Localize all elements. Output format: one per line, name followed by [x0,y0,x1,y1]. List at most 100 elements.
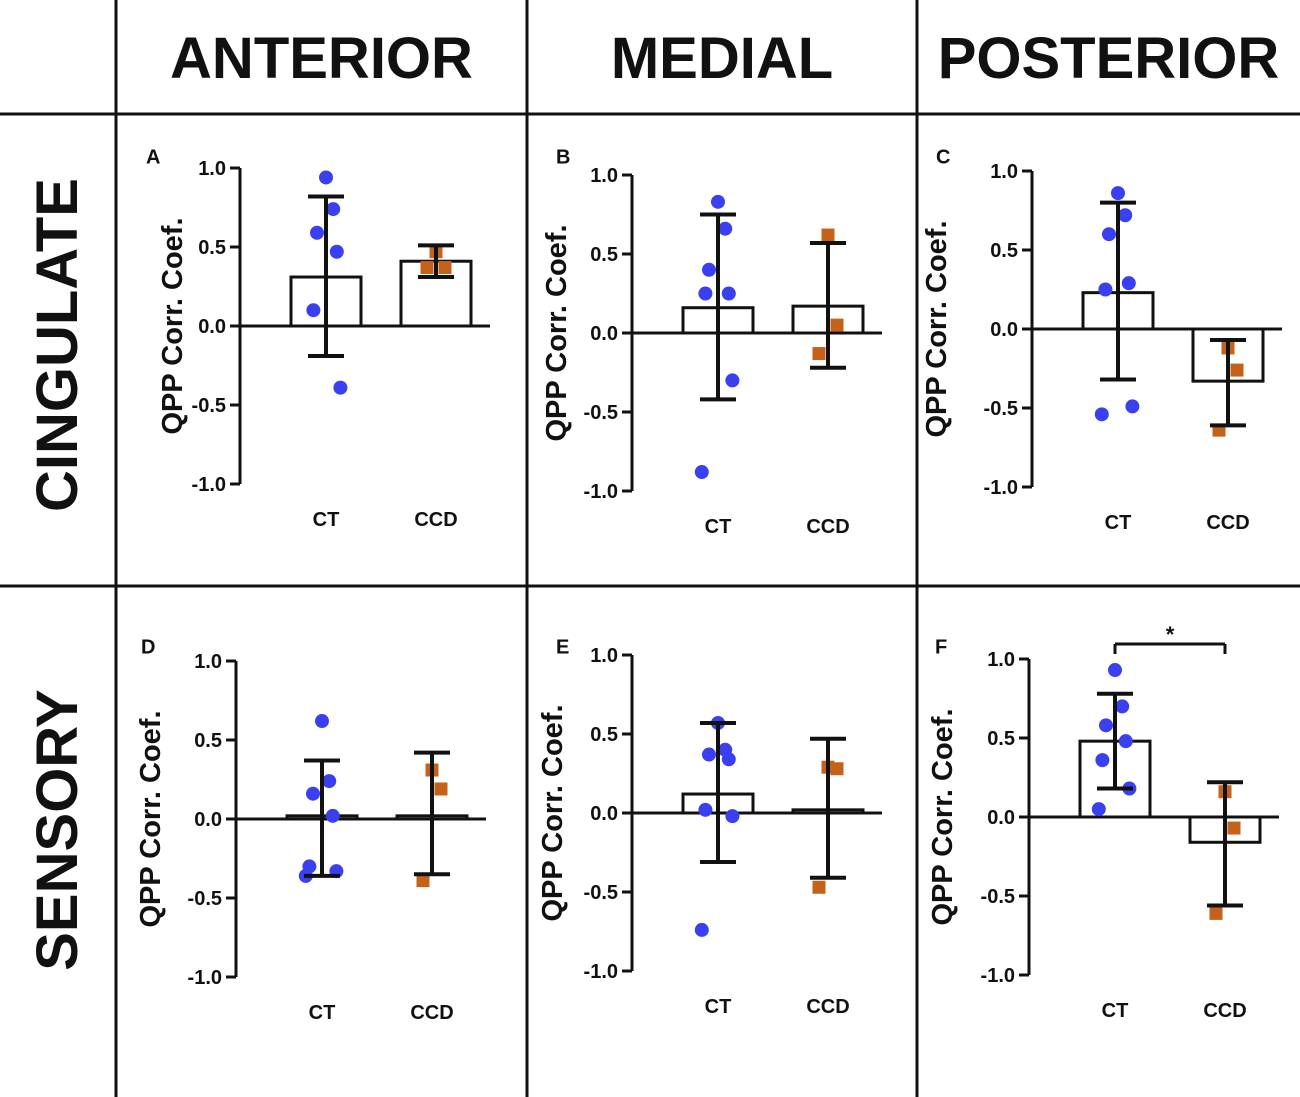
y-axis-title: QPP Corr. Coef. [537,704,569,921]
y-tick-label: -0.5 [584,882,618,904]
y-tick-label: 1.0 [198,158,226,180]
data-point-ct [1125,399,1140,414]
data-point-ct [698,802,713,817]
data-point-ct [315,714,329,729]
data-point-ccd [830,762,844,776]
x-category-label: CCD [414,509,457,531]
data-point-ct [698,286,713,301]
x-category-label: CT [309,1002,336,1024]
data-point-ct [1118,734,1133,749]
y-tick-label: -0.5 [584,402,618,424]
data-point-ct [306,786,320,801]
data-point-ct [326,202,341,217]
data-point-ccd [812,880,826,894]
column-header-anterior: ANTERIOR [170,26,473,91]
y-axis-title: QPP Corr. Coef. [921,220,953,437]
data-point-ccd [438,261,452,275]
data-point-ct [310,225,324,240]
data-point-ccd [1230,363,1244,377]
y-axis-title: QPP Corr. Coef. [541,224,573,441]
x-category-label: CT [313,509,340,531]
y-tick-label: -0.5 [188,888,222,910]
data-point-ct [1115,699,1130,714]
data-point-ct [1118,208,1133,223]
y-tick-label: 0.5 [194,730,222,752]
data-point-ct [718,221,733,236]
data-point-ccd [416,874,430,888]
data-point-ct [1094,407,1109,422]
panel-letter: F [935,636,947,658]
y-axis-title: QPP Corr. Coef. [135,710,167,927]
panel-letter: C [936,146,950,168]
data-point-ccd [830,318,844,332]
x-category-label: CCD [806,996,849,1018]
data-point-ct [1102,227,1116,242]
data-point-ct [1099,718,1113,733]
x-category-label: CCD [806,516,849,538]
data-point-ct [721,286,736,301]
y-tick-label: 1.0 [194,651,222,673]
data-point-ct [711,194,725,209]
y-tick-label: 1.0 [990,161,1018,183]
data-point-ct [702,262,716,277]
data-point-ct [322,774,337,789]
y-tick-label: 0.0 [194,809,222,831]
y-tick-label: 0.5 [990,240,1018,262]
y-tick-label: -1.0 [188,967,222,989]
panel-letter: E [556,636,569,658]
data-point-ccd [812,347,826,361]
data-point-ct [721,752,736,767]
y-tick-label: -1.0 [981,965,1015,987]
y-tick-label: -1.0 [584,481,618,503]
x-category-label: CCD [1203,1000,1246,1022]
data-point-ct [306,303,321,318]
y-tick-label: -1.0 [192,474,226,496]
data-point-ccd [434,782,448,796]
y-tick-label: -1.0 [984,477,1018,499]
y-tick-label: 0.0 [198,316,226,338]
y-tick-label: -0.5 [984,398,1018,420]
panel-letter: A [146,146,160,168]
data-point-ct [1108,663,1122,678]
data-point-ct [702,747,716,762]
panel-letter: D [141,636,155,658]
y-tick-label: -1.0 [584,961,618,983]
x-category-label: CT [705,996,732,1018]
data-point-ct [333,380,348,395]
data-point-ct [325,808,340,823]
y-tick-label: -0.5 [192,395,226,417]
column-header-medial: MEDIAL [610,26,834,91]
y-tick-label: 1.0 [987,649,1015,671]
significance-star: * [1166,622,1175,647]
y-tick-label: 0.5 [198,237,226,259]
y-tick-label: 0.5 [590,244,618,266]
y-tick-label: 0.5 [987,728,1015,750]
data-point-ct [1111,186,1125,201]
bar-ccd [399,259,473,328]
y-tick-label: 0.0 [590,323,618,345]
data-point-ct [1091,802,1106,817]
y-axis-title: QPP Corr. Coef. [157,217,189,434]
data-point-ct [725,373,740,388]
data-point-ccd [1209,906,1223,920]
data-point-ct [329,244,344,259]
data-point-ct [694,922,709,937]
column-header-posterior: POSTERIOR [937,26,1280,91]
y-tick-label: 1.0 [590,645,618,667]
x-category-label: CT [1105,512,1132,534]
data-point-ct [725,809,740,824]
y-tick-label: -0.5 [981,886,1015,908]
data-point-ct [1121,276,1136,291]
data-point-ct [694,465,709,480]
x-category-label: CT [705,516,732,538]
x-category-label: CCD [1206,512,1249,534]
data-point-ct [1098,282,1113,297]
panel-letter: B [556,146,570,168]
